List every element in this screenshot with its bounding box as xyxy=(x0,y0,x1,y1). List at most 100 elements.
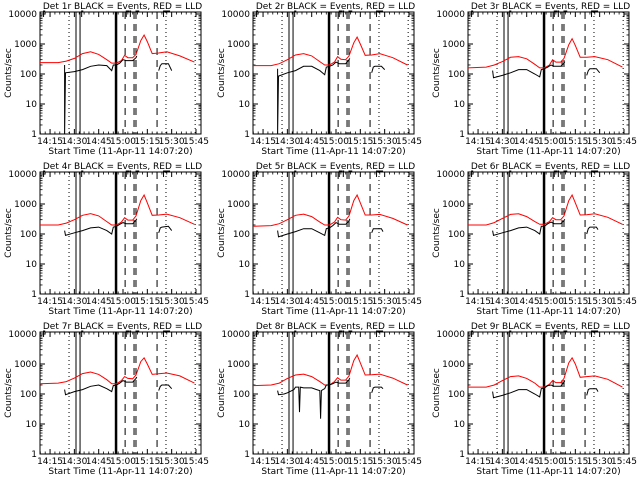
x-tick-label: 15:00 xyxy=(110,457,136,467)
x-tick-label: 14:30 xyxy=(489,297,515,307)
x-tick-label: 14:45 xyxy=(514,297,540,307)
plot-frame xyxy=(252,11,415,135)
chart-panel-det-7r: Det 7r BLACK = Events, RED = LLD 1 10 100 10… xyxy=(4,322,209,477)
x-tick-label: 14:15 xyxy=(37,137,63,147)
attenuator-step-marker xyxy=(256,170,259,177)
events-series-line xyxy=(277,218,351,238)
y-tick-label: 1 xyxy=(244,130,250,140)
x-tick-label: 14:45 xyxy=(86,457,112,467)
attenuator-step-marker xyxy=(557,330,560,337)
y-tick-label: 1000 xyxy=(14,360,37,370)
x-tick-label: 14:15 xyxy=(250,137,276,147)
y-tick-label: 10000 xyxy=(8,10,37,20)
y-tick-label: 1000 xyxy=(227,360,250,370)
attenuator-step-marker xyxy=(43,10,46,17)
plot-frame xyxy=(467,171,630,295)
attenuator-step-marker xyxy=(342,330,345,337)
attenuator-step-marker xyxy=(129,170,132,177)
chart-panel-det-9r: Det 9r BLACK = Events, RED = LLD 1 10 100 10… xyxy=(432,322,637,477)
x-axis-label: Start Time (11-Apr-11 14:07:20) xyxy=(476,467,620,477)
y-tick-label: 1000 xyxy=(14,40,37,50)
lld-series-line xyxy=(467,37,623,69)
x-tick-label: 15:00 xyxy=(538,297,564,307)
x-tick-label: 15:15 xyxy=(347,137,373,147)
y-tick-label: 100 xyxy=(448,390,465,400)
x-tick-label: 14:45 xyxy=(299,457,325,467)
attenuator-step-marker xyxy=(129,330,132,337)
y-tick-label: 10000 xyxy=(221,330,250,340)
x-tick-label: 14:30 xyxy=(274,137,300,147)
x-axis-label: Start Time (11-Apr-11 14:07:20) xyxy=(476,147,620,157)
x-tick-label: 15:45 xyxy=(183,457,209,467)
lld-series-line xyxy=(40,33,195,64)
y-axis-label: Counts/sec xyxy=(432,208,442,258)
attenuator-step-marker xyxy=(376,170,384,177)
y-tick-label: 1000 xyxy=(227,40,250,50)
y-tick-label: 1 xyxy=(244,290,250,300)
y-tick-label: 100 xyxy=(233,230,250,240)
x-tick-label: 15:15 xyxy=(347,457,373,467)
x-axis-label: Start Time (11-Apr-11 14:07:20) xyxy=(48,467,192,477)
y-tick-label: 10000 xyxy=(221,10,250,20)
y-tick-label: 10 xyxy=(454,420,466,430)
x-tick-label: 15:45 xyxy=(611,457,637,467)
attenuator-step-marker xyxy=(125,10,130,17)
y-tick-label: 10 xyxy=(26,420,38,430)
x-tick-label: 14:15 xyxy=(465,457,491,467)
y-tick-label: 10 xyxy=(26,260,38,270)
events-series-line-segment xyxy=(158,384,173,391)
chart-panel-det-5r: Det 5r BLACK = Events, RED = LLD 1 10 100 10… xyxy=(217,162,422,317)
x-tick-label: 14:15 xyxy=(465,297,491,307)
attenuator-step-marker xyxy=(81,170,84,177)
attenuator-step-marker xyxy=(163,10,171,17)
x-tick-label: 14:45 xyxy=(514,457,540,467)
x-tick-label: 15:45 xyxy=(611,297,637,307)
attenuator-step-marker xyxy=(338,330,343,337)
chart-panel-det-3r: Det 3r BLACK = Events, RED = LLD 1 10 100 10… xyxy=(432,2,637,157)
attenuator-step-marker xyxy=(591,330,599,337)
x-axis-label: Start Time (11-Apr-11 14:07:20) xyxy=(261,307,405,317)
x-axis-label: Start Time (11-Apr-11 14:07:20) xyxy=(48,147,192,157)
chart-title: Det 1r BLACK = Events, RED = LLD xyxy=(43,2,202,12)
y-axis-label: Counts/sec xyxy=(4,48,14,98)
attenuator-step-marker xyxy=(342,10,345,17)
attenuator-step-marker xyxy=(294,10,297,17)
x-tick-label: 15:45 xyxy=(183,137,209,147)
events-series-line-segment xyxy=(371,386,384,393)
attenuator-step-marker xyxy=(125,330,130,337)
x-tick-label: 15:00 xyxy=(323,457,349,467)
x-tick-label: 14:30 xyxy=(61,297,87,307)
y-tick-label: 10 xyxy=(454,100,466,110)
y-tick-label: 1 xyxy=(31,450,37,460)
events-series-line-segment xyxy=(586,388,599,396)
lld-series-line xyxy=(468,193,623,226)
lld-series-line xyxy=(39,357,195,385)
x-axis-label: Start Time (11-Apr-11 14:07:20) xyxy=(48,307,192,317)
events-series-line xyxy=(492,61,566,79)
attenuator-step-marker xyxy=(509,330,512,337)
attenuator-step-marker xyxy=(81,10,84,17)
plot-frame xyxy=(467,11,630,135)
x-tick-label: 14:30 xyxy=(489,457,515,467)
x-tick-label: 15:30 xyxy=(587,137,613,147)
x-tick-label: 14:45 xyxy=(514,137,540,147)
attenuator-step-marker xyxy=(135,330,140,337)
attenuator-step-marker xyxy=(591,170,599,177)
x-tick-label: 15:30 xyxy=(587,457,613,467)
y-tick-label: 100 xyxy=(20,390,37,400)
y-axis-label: Counts/sec xyxy=(432,368,442,418)
attenuator-step-marker xyxy=(376,10,384,17)
attenuator-step-marker xyxy=(129,10,132,17)
attenuator-step-marker xyxy=(43,170,46,177)
chart-title: Det 9r BLACK = Events, RED = LLD xyxy=(471,322,630,332)
y-tick-label: 1000 xyxy=(442,40,465,50)
chart-title: Det 6r BLACK = Events, RED = LLD xyxy=(471,162,630,172)
attenuator-step-marker xyxy=(348,10,353,17)
x-tick-label: 14:15 xyxy=(250,297,276,307)
plot-frame xyxy=(39,331,202,455)
attenuator-step-marker xyxy=(553,10,558,17)
attenuator-step-marker xyxy=(163,330,171,337)
chart-panel-det-2r: Det 2r BLACK = Events, RED = LLD 1 10 100 10… xyxy=(217,2,422,157)
chart-title: Det 2r BLACK = Events, RED = LLD xyxy=(256,2,415,12)
x-tick-label: 15:15 xyxy=(134,297,160,307)
